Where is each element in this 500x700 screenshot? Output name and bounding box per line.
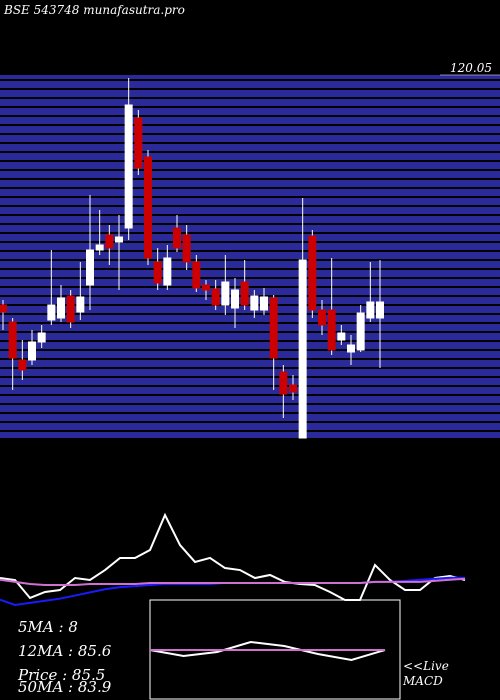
stat: 5MA : 8 <box>18 618 78 636</box>
candle-body <box>318 309 326 326</box>
candle-body <box>279 371 288 395</box>
candle-body <box>134 117 143 169</box>
candle-body <box>211 288 220 306</box>
y-tick-label: 120.05 <box>450 61 492 75</box>
candle-body <box>163 257 172 286</box>
candle-body <box>269 297 278 359</box>
candle-body <box>18 359 27 371</box>
candle-body <box>221 281 230 306</box>
candle-body <box>124 104 133 229</box>
candle-body <box>0 304 7 313</box>
candle-body <box>240 281 249 306</box>
candle-body <box>376 301 384 319</box>
candle-body <box>86 249 94 286</box>
chart-title: BSE 543748 munafasutra.pro <box>3 3 185 17</box>
live-label: <<Live <box>403 659 449 673</box>
candle-body <box>298 259 307 439</box>
candle-body <box>47 304 56 321</box>
candle-body <box>308 235 317 311</box>
candle-body <box>57 297 65 319</box>
candle-body <box>192 261 201 289</box>
candle-body <box>182 234 191 263</box>
candle-body <box>173 227 181 249</box>
candle-body <box>289 384 297 393</box>
price-band <box>0 75 500 438</box>
candle-body <box>231 289 239 309</box>
macd-label: MACD <box>402 674 443 688</box>
candle-body <box>250 295 259 311</box>
indicator-line <box>149 640 386 662</box>
candle-body <box>8 321 17 359</box>
stat: 50MA : 83.9 <box>18 678 112 696</box>
candle-body <box>76 296 85 313</box>
stat: 12MA : 85.6 <box>18 642 112 660</box>
candle-body <box>260 296 268 311</box>
candle-body <box>202 284 210 291</box>
candle-body <box>337 332 346 341</box>
candle-body <box>66 295 75 323</box>
candle-body <box>115 236 123 243</box>
candle-body <box>95 244 104 251</box>
candle-body <box>105 234 114 249</box>
candle-body <box>347 344 355 353</box>
indicator-line <box>0 577 466 587</box>
stat: Price : 85.5 <box>17 666 105 684</box>
candle-body <box>37 332 46 343</box>
candle-body <box>366 301 375 319</box>
candle-body <box>28 341 36 361</box>
indicator-line <box>0 512 466 601</box>
candle-body <box>153 261 162 284</box>
candle-body <box>144 156 152 259</box>
candle-body <box>356 312 365 351</box>
candle-body <box>327 309 336 351</box>
